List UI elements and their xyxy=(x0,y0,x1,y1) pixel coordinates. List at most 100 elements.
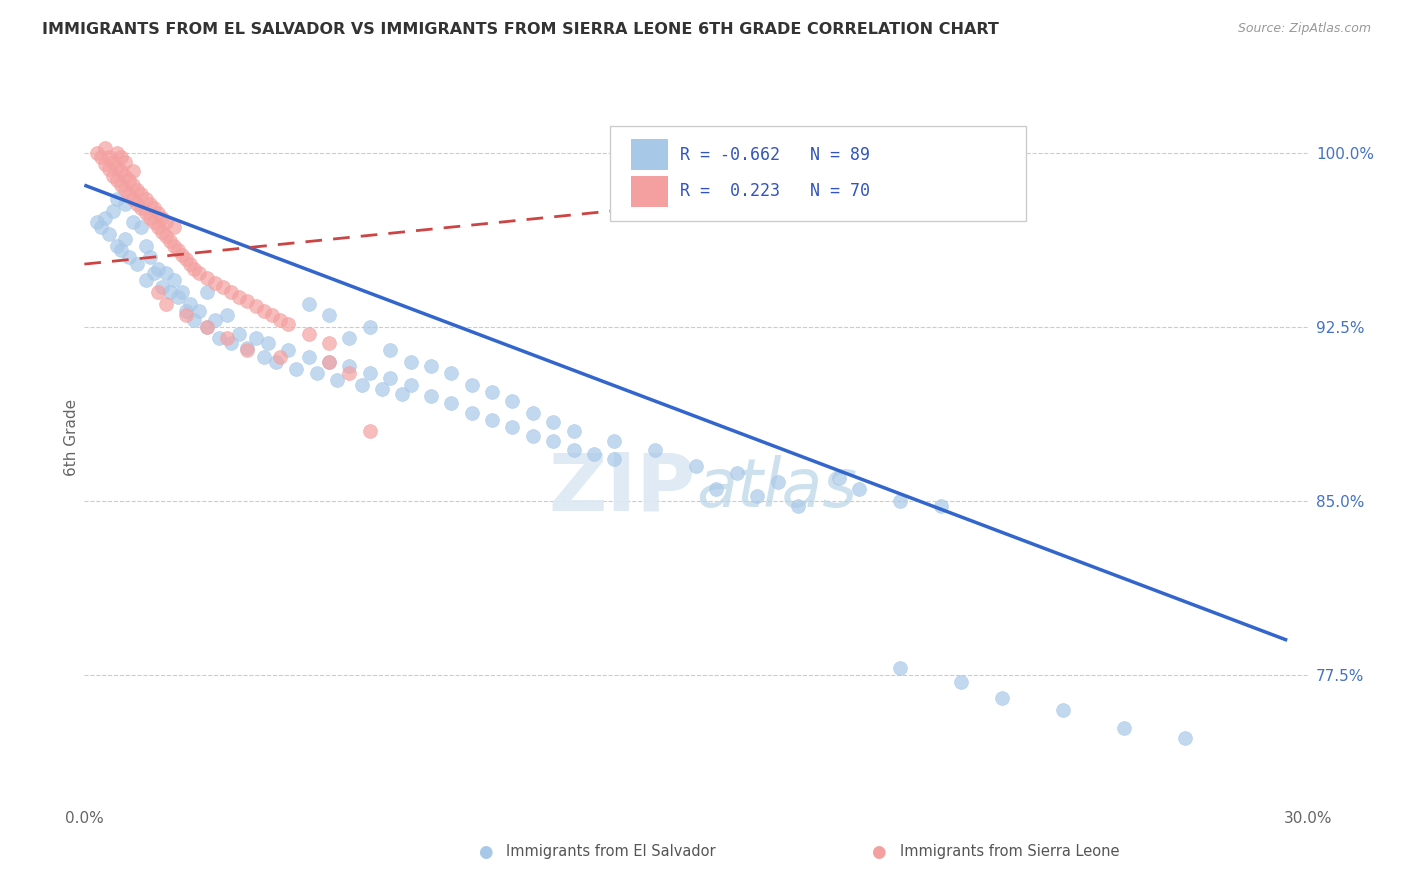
Point xyxy=(269,350,291,364)
Point xyxy=(146,219,169,234)
Point xyxy=(159,234,181,248)
Point xyxy=(583,448,606,462)
Point xyxy=(179,296,201,310)
Point xyxy=(155,296,177,310)
Point xyxy=(131,187,153,202)
Point xyxy=(93,157,117,171)
Point xyxy=(889,494,911,508)
Point xyxy=(122,164,145,178)
Point xyxy=(950,675,973,690)
Point xyxy=(135,192,157,206)
Text: Immigrants from El Salvador: Immigrants from El Salvador xyxy=(506,845,716,859)
Point xyxy=(350,377,373,392)
Point xyxy=(138,211,160,225)
Point xyxy=(391,387,413,401)
Point xyxy=(176,303,198,318)
Point xyxy=(399,354,422,368)
Point xyxy=(155,229,177,244)
Point xyxy=(114,183,136,197)
Point xyxy=(219,285,242,299)
Point xyxy=(93,211,117,225)
Point xyxy=(260,308,283,322)
Bar xyxy=(631,139,668,170)
Text: ●: ● xyxy=(478,843,492,861)
Point xyxy=(359,319,381,334)
Point xyxy=(380,371,402,385)
Point xyxy=(440,366,463,380)
Point xyxy=(217,331,239,345)
Point xyxy=(217,308,239,322)
Point xyxy=(889,661,911,675)
Point xyxy=(685,459,707,474)
Point xyxy=(183,313,205,327)
Point xyxy=(150,211,173,225)
Point xyxy=(142,202,165,216)
Point xyxy=(245,331,267,345)
Point xyxy=(543,434,565,448)
Point xyxy=(1052,703,1074,717)
Point xyxy=(183,261,205,276)
Point xyxy=(86,215,108,229)
Point xyxy=(440,396,463,410)
Text: R =  0.223   N = 70: R = 0.223 N = 70 xyxy=(681,182,870,201)
Point xyxy=(97,150,120,164)
Point xyxy=(163,219,186,234)
Point xyxy=(195,319,218,334)
Point xyxy=(155,266,177,280)
Point xyxy=(461,406,484,420)
Point xyxy=(172,285,194,299)
Point xyxy=(118,187,141,202)
Point xyxy=(150,280,173,294)
Point xyxy=(359,366,381,380)
Point xyxy=(146,285,169,299)
Point xyxy=(298,296,321,310)
Point xyxy=(93,141,117,155)
Point xyxy=(167,243,190,257)
Point xyxy=(1114,722,1136,736)
Point xyxy=(848,483,870,497)
Point xyxy=(269,313,291,327)
Point xyxy=(562,442,585,457)
Point xyxy=(114,155,136,169)
Point xyxy=(97,227,120,241)
Point xyxy=(305,366,328,380)
Point xyxy=(1174,731,1197,745)
Point xyxy=(285,361,308,376)
Point xyxy=(236,343,259,357)
Point xyxy=(138,250,160,264)
Point xyxy=(339,366,361,380)
Point xyxy=(135,206,157,220)
Point xyxy=(603,452,626,467)
Point xyxy=(150,225,173,239)
Point xyxy=(176,252,198,267)
Point xyxy=(172,248,194,262)
Point xyxy=(257,336,280,351)
Point xyxy=(114,231,136,245)
Point xyxy=(747,489,769,503)
Point xyxy=(929,499,952,513)
Point xyxy=(298,326,321,341)
Point xyxy=(127,257,149,271)
Point xyxy=(228,326,250,341)
FancyBboxPatch shape xyxy=(610,126,1026,221)
Point xyxy=(131,202,153,216)
Point xyxy=(208,331,231,345)
Point xyxy=(195,285,218,299)
Point xyxy=(101,155,124,169)
Point xyxy=(228,290,250,304)
Point xyxy=(318,354,340,368)
Point xyxy=(110,150,132,164)
Point xyxy=(105,160,128,174)
Point xyxy=(277,343,299,357)
Point xyxy=(86,145,108,160)
Point xyxy=(326,373,349,387)
Point xyxy=(481,384,503,399)
Point xyxy=(204,276,226,290)
Point xyxy=(105,238,128,252)
Point xyxy=(461,377,484,392)
Y-axis label: 6th Grade: 6th Grade xyxy=(63,399,79,475)
Text: Source: ZipAtlas.com: Source: ZipAtlas.com xyxy=(1237,22,1371,36)
Point xyxy=(122,192,145,206)
Point xyxy=(118,250,141,264)
Point xyxy=(277,318,299,332)
